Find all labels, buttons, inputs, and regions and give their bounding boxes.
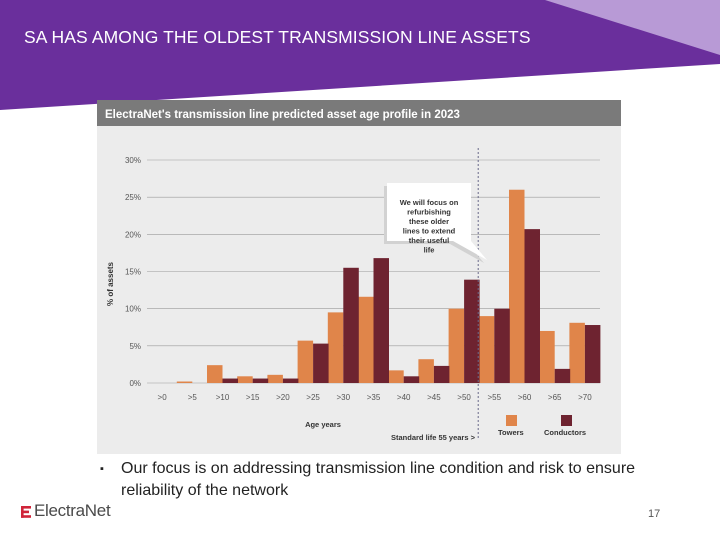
callout-box xyxy=(387,183,487,260)
x-tick-label: >70 xyxy=(578,393,592,402)
legend-label-towers: Towers xyxy=(498,428,524,437)
x-tick-label: >40 xyxy=(397,393,411,402)
slide-title: SA HAS AMONG THE OLDEST TRANSMISSION LIN… xyxy=(24,27,531,47)
x-tick-label: >20 xyxy=(276,393,290,402)
y-tick-label: 30% xyxy=(125,156,141,165)
banner-purple-shape xyxy=(0,0,720,110)
y-tick-label: 20% xyxy=(125,230,141,239)
bar-conductors-2 xyxy=(222,378,238,383)
bar-towers-11 xyxy=(478,316,495,383)
bar-towers-1 xyxy=(176,381,193,383)
bar-towers-3 xyxy=(237,376,253,383)
x-axis-label: Age years xyxy=(305,420,341,429)
x-tick-label: >15 xyxy=(246,393,260,402)
bar-towers-9 xyxy=(418,359,434,383)
bullet-marker: ▪ xyxy=(100,463,104,475)
bar-conductors-6 xyxy=(343,267,359,383)
bar-conductors-7 xyxy=(373,258,389,383)
y-tick-label: 5% xyxy=(129,342,141,351)
y-tick-label: 10% xyxy=(125,305,141,314)
x-tick-label: >5 xyxy=(188,393,198,402)
bar-towers-13 xyxy=(539,330,555,383)
bar-towers-4 xyxy=(267,374,283,383)
x-tick-label: >10 xyxy=(216,393,230,402)
bar-conductors-12 xyxy=(524,229,540,383)
x-tick-label: >35 xyxy=(367,393,381,402)
bar-conductors-10 xyxy=(464,279,480,383)
bar-towers-8 xyxy=(388,370,404,383)
reference-label: Standard life 55 years > xyxy=(391,433,476,442)
chart-header-bar xyxy=(97,100,621,126)
bar-towers-12 xyxy=(509,189,525,383)
bar-towers-2 xyxy=(207,365,223,383)
bar-conductors-8 xyxy=(403,376,420,383)
chart-title: ElectraNet's transmission line predicted… xyxy=(105,109,460,121)
logo-text: ElectraNet xyxy=(34,501,111,520)
x-tick-label: >65 xyxy=(548,393,562,402)
logo-mark xyxy=(21,506,31,518)
bar-conductors-4 xyxy=(282,378,299,383)
bar-conductors-11 xyxy=(494,308,510,383)
bar-conductors-9 xyxy=(433,365,450,383)
bar-towers-14 xyxy=(569,322,585,383)
bar-towers-5 xyxy=(297,340,314,383)
x-tick-label: >30 xyxy=(337,393,351,402)
callout-text: We will focus on refurbishing these older l… xyxy=(400,198,459,255)
legend-label-conductors: Conductors xyxy=(544,428,586,437)
x-tick-label: >50 xyxy=(457,393,471,402)
x-tick-label: >0 xyxy=(158,393,168,402)
y-tick-label: 15% xyxy=(125,268,141,277)
bar-towers-7 xyxy=(358,296,374,383)
age-profile-chart: ElectraNet's transmission line predicted… xyxy=(97,100,621,442)
x-tick-label: >45 xyxy=(427,393,441,402)
bar-towers-10 xyxy=(448,308,465,383)
title-banner xyxy=(0,0,720,110)
page-number: 17 xyxy=(648,508,661,520)
bullet-text: Our focus is on addressing transmission … xyxy=(121,460,636,499)
legend-swatch-towers xyxy=(506,415,517,426)
y-axis-label: % of assets xyxy=(106,261,115,306)
electranet-logo: ElectraNet xyxy=(18,500,128,524)
y-tick-label: 0% xyxy=(129,379,141,388)
bar-towers-6 xyxy=(327,312,344,383)
bar-conductors-13 xyxy=(554,368,571,383)
chart-panel: ElectraNet's transmission line predicted… xyxy=(97,100,621,454)
legend-swatch-conductors xyxy=(561,415,572,426)
x-tick-label: >55 xyxy=(488,393,502,402)
x-tick-label: >25 xyxy=(306,393,320,402)
bar-conductors-14 xyxy=(584,325,601,383)
y-tick-label: 25% xyxy=(125,193,141,202)
bar-conductors-3 xyxy=(252,378,269,383)
bar-conductors-5 xyxy=(313,343,329,383)
x-tick-label: >60 xyxy=(518,393,532,402)
annotation-callout: We will focus on refurbishing these older l… xyxy=(384,183,487,263)
